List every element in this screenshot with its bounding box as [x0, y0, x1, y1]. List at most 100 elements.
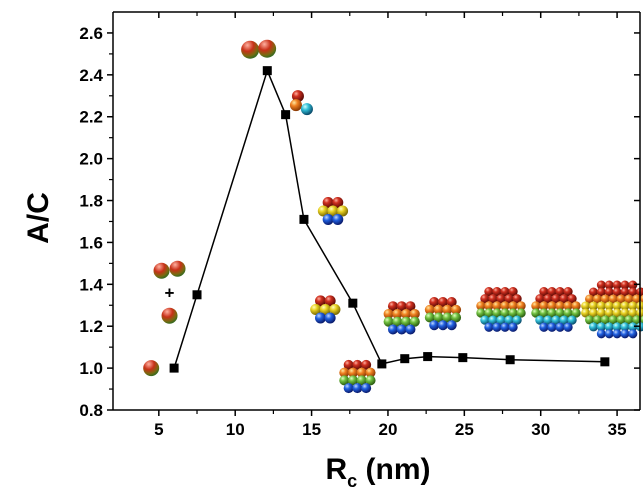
cluster-illustrations: + — [143, 39, 643, 394]
sphere — [500, 301, 510, 311]
sphere — [361, 383, 372, 394]
sphere — [628, 287, 638, 297]
sphere — [169, 260, 186, 277]
sphere — [508, 322, 518, 332]
sphere — [608, 315, 618, 325]
sphere — [339, 367, 350, 378]
sphere — [604, 287, 614, 297]
sphere — [539, 322, 549, 332]
sphere — [476, 308, 486, 318]
sphere — [620, 308, 630, 318]
sphere — [555, 301, 565, 311]
sphere — [143, 360, 160, 377]
sphere — [329, 303, 341, 315]
sphere — [604, 301, 614, 311]
data-point — [192, 290, 202, 300]
sphere — [324, 295, 336, 307]
x-axis-title-main: R — [325, 453, 347, 486]
sphere — [571, 308, 581, 318]
sphere — [405, 324, 416, 335]
sphere — [616, 294, 626, 304]
sphere — [356, 375, 367, 386]
sphere — [484, 301, 494, 311]
sphere — [620, 280, 630, 290]
sphere — [592, 294, 602, 304]
sphere — [429, 297, 440, 308]
cluster-illustration-trimer — [289, 90, 313, 116]
sphere — [424, 304, 435, 315]
data-point — [377, 359, 387, 369]
sphere — [153, 262, 170, 279]
sphere — [332, 196, 344, 208]
sphere — [516, 308, 526, 318]
sphere — [608, 294, 618, 304]
sphere — [551, 315, 561, 325]
sphere — [322, 214, 334, 226]
sphere — [327, 205, 339, 217]
sphere — [620, 322, 630, 332]
sphere — [539, 287, 549, 297]
sphere — [555, 287, 565, 297]
x-axis-title-subscript: c — [347, 471, 357, 487]
plus-sign: + — [165, 284, 175, 303]
sphere — [480, 315, 490, 325]
sphere — [322, 196, 334, 208]
sphere — [620, 329, 630, 339]
cluster-illustration-cluster-9 — [476, 287, 526, 332]
sphere — [480, 294, 490, 304]
sphere — [588, 308, 598, 318]
cluster-illustration-cluster-8 — [424, 297, 462, 331]
sphere — [496, 315, 506, 325]
sphere — [343, 383, 354, 394]
sphere — [451, 304, 462, 315]
sphere — [289, 99, 302, 112]
sphere — [365, 375, 376, 386]
sphere — [596, 287, 606, 297]
data-line — [173, 68, 605, 369]
sphere — [433, 312, 444, 323]
x-ticks: 5 10 15 20 25 30 35 — [154, 12, 627, 439]
sphere — [620, 287, 630, 297]
sphere — [535, 294, 545, 304]
sphere — [588, 301, 598, 311]
sphere — [488, 294, 498, 304]
sphere — [596, 308, 606, 318]
sphere — [628, 329, 638, 339]
y-tick-label: 1.0 — [79, 359, 103, 378]
y-tick-label: 2.2 — [79, 108, 103, 127]
sphere — [492, 308, 502, 318]
sphere — [484, 322, 494, 332]
sphere — [356, 367, 367, 378]
sphere — [547, 301, 557, 311]
sphere — [620, 301, 630, 311]
sphere — [596, 322, 606, 332]
sphere — [596, 329, 606, 339]
sphere — [437, 320, 448, 331]
sphere — [442, 304, 453, 315]
sphere — [531, 308, 541, 318]
sphere — [547, 287, 557, 297]
x-tick-label: 10 — [226, 420, 245, 439]
sphere — [555, 322, 565, 332]
sphere — [604, 322, 614, 332]
sphere — [612, 329, 622, 339]
cluster-illustration-single-sphere — [143, 360, 160, 377]
sphere — [496, 294, 506, 304]
cluster-illustration-cluster-6 — [339, 359, 376, 394]
sphere — [628, 308, 638, 318]
sphere — [539, 301, 549, 311]
cluster-illustration-cluster-7 — [383, 301, 420, 335]
sphere — [616, 315, 626, 325]
sphere — [504, 315, 514, 325]
sphere — [484, 308, 494, 318]
cluster-illustration-dimer — [241, 39, 277, 59]
sphere — [596, 280, 606, 290]
sphere — [632, 315, 642, 325]
axes: 5 10 15 20 25 30 35 0.8 1.0 1.2 1.4 1.6 1.8 2.0 2.2 2.… — [79, 11, 641, 439]
sphere — [300, 103, 313, 116]
y-tick-label: 1.6 — [79, 233, 103, 252]
sphere — [600, 294, 610, 304]
y-tick-label: 2.0 — [79, 150, 103, 169]
sphere — [531, 301, 541, 311]
